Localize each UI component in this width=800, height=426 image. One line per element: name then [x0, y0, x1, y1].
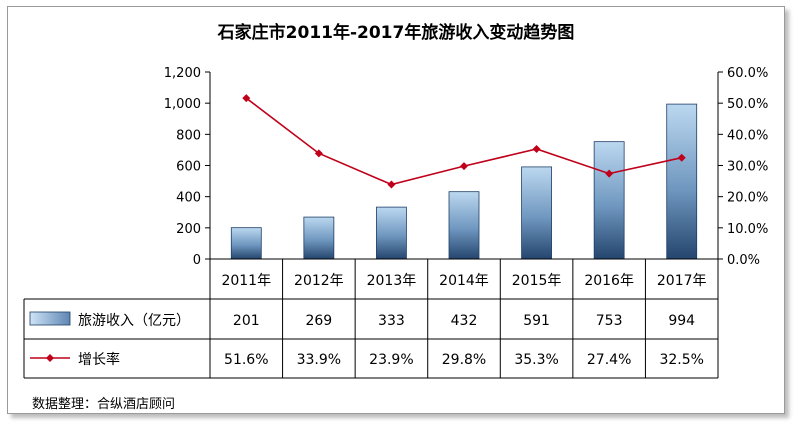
y-right-tick-label-5: 50.0%: [727, 97, 768, 112]
bar-1: [303, 216, 335, 260]
y-left-tick-label-6: 1,200: [164, 66, 201, 81]
bar-0: [230, 227, 262, 260]
growth-rate-marker-0: [242, 94, 251, 103]
chart-frame: 石家庄市2011年-2017年旅游收入变动趋势图 0 200 400 600 800 1,…: [7, 6, 785, 414]
category-label-2: 2013年: [367, 273, 417, 289]
legend-line-label: 增长率: [78, 351, 120, 368]
category-label-3: 2014年: [439, 273, 489, 289]
y-left-tick-label-2: 400: [176, 191, 201, 206]
y-left-tick-label-3: 600: [176, 160, 201, 175]
bar-value-label-2: 333: [378, 313, 405, 329]
bar-value-label-5: 753: [596, 313, 623, 329]
category-label-1: 2012年: [294, 273, 344, 289]
growth-rate-marker-5: [605, 169, 614, 178]
growth-rate-marker-1: [314, 149, 323, 158]
category-label-5: 2016年: [584, 273, 634, 289]
bar-5: [593, 141, 625, 260]
category-label-4: 2015年: [512, 273, 562, 289]
bar-4: [521, 166, 552, 260]
y-right-tick-label-4: 40.0%: [727, 128, 768, 143]
bar-value-label-3: 432: [451, 313, 478, 329]
growth-value-label-1: 33.9%: [297, 352, 341, 368]
legend-bar-swatch: [29, 311, 71, 326]
legend-bar-label: 旅游收入（亿元）: [78, 313, 190, 329]
source-note: 数据整理：合纵酒店顾问: [32, 397, 176, 412]
y-right-tick-label-0: 0.0%: [727, 253, 760, 268]
bar-3: [448, 191, 480, 260]
category-label-6: 2017年: [657, 273, 707, 289]
y-left-tick-label-4: 800: [176, 128, 201, 143]
category-label-0: 2011年: [221, 273, 271, 289]
growth-value-label-4: 35.3%: [514, 352, 558, 368]
tourism-revenue-chart: 石家庄市2011年-2017年旅游收入变动趋势图 0 200 400 600 800 1,…: [23, 22, 768, 379]
bar-6: [666, 103, 698, 260]
y-right-tick-label-1: 10.0%: [727, 222, 768, 237]
growth-rate-marker-3: [460, 162, 468, 171]
bar-value-label-6: 994: [668, 313, 695, 329]
y-left-tick-label-0: 0: [193, 253, 201, 268]
y-right-tick-label-6: 60.0%: [727, 66, 768, 81]
growth-value-label-2: 23.9%: [369, 352, 413, 368]
legend-line-marker: [46, 354, 54, 362]
y-left-tick-label-5: 1,000: [164, 97, 201, 112]
bar-value-label-1: 269: [305, 313, 332, 329]
y-right-tick-label-3: 30.0%: [727, 160, 768, 175]
growth-value-label-6: 32.5%: [659, 352, 703, 368]
growth-value-label-5: 27.4%: [587, 352, 631, 368]
bar-value-label-0: 201: [233, 313, 260, 329]
bar-value-label-4: 591: [523, 313, 550, 329]
growth-value-label-3: 29.8%: [442, 352, 486, 368]
y-right-tick-label-2: 20.0%: [727, 191, 768, 206]
growth-value-label-0: 51.6%: [224, 352, 268, 368]
bar-2: [376, 206, 407, 260]
y-left-tick-label-1: 200: [176, 222, 201, 237]
chart-title: 石家庄市2011年-2017年旅游收入变动趋势图: [217, 22, 575, 43]
growth-rate-marker-6: [677, 153, 686, 162]
growth-rate-marker-2: [387, 180, 396, 189]
growth-rate-marker-4: [532, 144, 541, 153]
